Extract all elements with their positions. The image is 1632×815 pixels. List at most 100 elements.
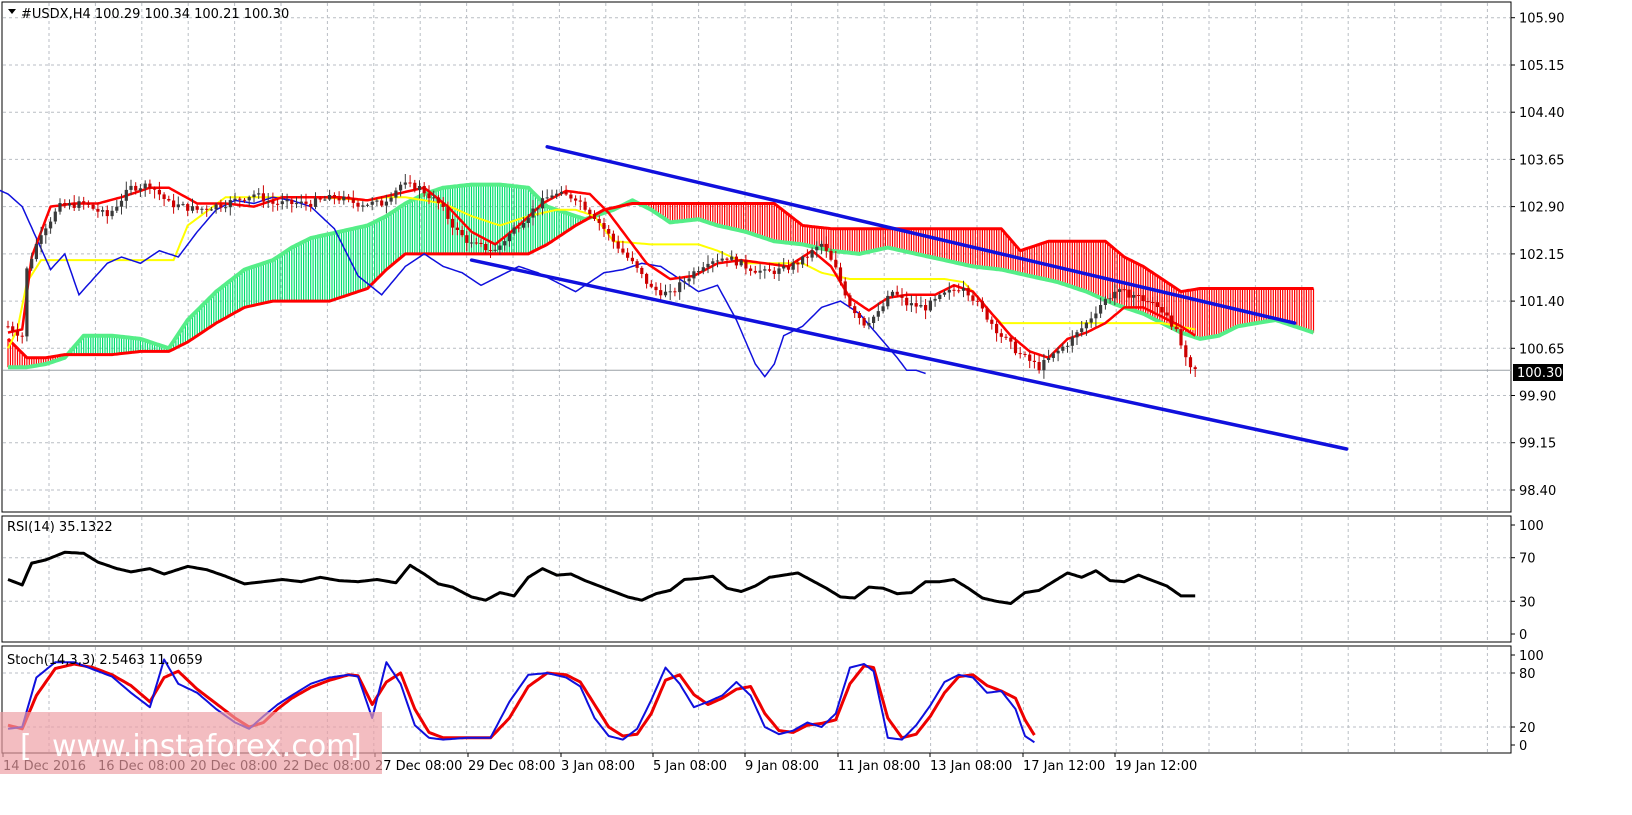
candle-body [465, 235, 469, 243]
rsi-line [7, 550, 1196, 605]
candle-body [1155, 302, 1159, 307]
candle-body [1179, 329, 1183, 346]
collapse-triangle-icon[interactable] [8, 9, 16, 14]
candle-body [919, 305, 923, 307]
candle-body [526, 217, 530, 223]
candle-body [574, 198, 578, 201]
price-axes: 105.90 105.15 104.40 103.65 102.90 102.15 101.… [1511, 12, 1565, 754]
candle-body [777, 268, 781, 274]
candle-body [82, 201, 86, 203]
candle-body [607, 229, 611, 234]
candle-body [1108, 298, 1112, 300]
price-tick-label: 105.15 [1519, 59, 1565, 74]
candle-body [153, 188, 157, 190]
candle-body [1136, 295, 1141, 296]
candle-body [853, 306, 857, 314]
candle-body [337, 198, 341, 201]
candle-body [58, 203, 62, 212]
candle-body [1009, 337, 1013, 342]
pane-frame-1 [1, 1, 1512, 513]
candle-body [143, 183, 147, 189]
price-tick-label: 105.90 [1519, 12, 1565, 27]
candle-body [30, 259, 34, 269]
candle-body [654, 286, 658, 291]
candle-body [668, 291, 672, 293]
candle-body [730, 256, 734, 260]
candle-body [758, 270, 762, 273]
stoch-tick-label: 0 [1519, 739, 1527, 754]
candle-body [313, 198, 318, 207]
candle-body [299, 201, 303, 204]
candle-body [1113, 291, 1117, 299]
candle-body [261, 193, 265, 202]
candle-body [1141, 295, 1145, 302]
candle-body [399, 184, 403, 191]
candle-body [744, 260, 748, 269]
watermark-bracket-left: [ [20, 729, 32, 764]
candle-body [503, 241, 507, 246]
candle-body [692, 271, 696, 279]
watermark-bracket-right: ] [350, 729, 362, 764]
candlesticks [6, 174, 1197, 379]
time-tick-label: 5 Jan 08:00 [653, 759, 727, 774]
candle-body [474, 242, 478, 244]
candle-body [1103, 299, 1107, 305]
candle-body [682, 281, 686, 283]
watermark-text: www.instaforex.com [52, 729, 355, 764]
price-tick-label: 101.40 [1519, 295, 1565, 310]
candle-body [924, 305, 928, 311]
candle-body [597, 219, 601, 223]
candle-body [200, 208, 204, 210]
candle-body [389, 197, 393, 202]
time-tick-label: 29 Dec 08:00 [468, 759, 555, 774]
candle-body [952, 289, 956, 291]
rsi-tick-label: 70 [1519, 552, 1536, 567]
trend-channel-line-2 [469, 258, 1349, 451]
candle-body [422, 186, 426, 194]
candle-body [172, 200, 176, 208]
time-tick-label: 13 Jan 08:00 [930, 759, 1012, 774]
candle-body [640, 267, 644, 274]
candle-body [394, 190, 398, 198]
candle-body [1160, 307, 1164, 313]
candle-body [569, 194, 573, 199]
candle-body [834, 259, 838, 268]
candle-body [53, 211, 57, 222]
candle-body [479, 242, 483, 244]
candle-body [1146, 301, 1150, 303]
stoch-tick-label: 20 [1519, 721, 1536, 736]
stoch-tick-label: 100 [1519, 649, 1544, 664]
candle-body [309, 203, 313, 207]
candle-body [195, 206, 199, 210]
candle-body [96, 208, 100, 212]
candle-body [370, 201, 374, 205]
trend-channel-line-1 [545, 145, 1297, 325]
candle-body [649, 283, 653, 287]
candle-body [441, 202, 445, 207]
candle-body [484, 244, 488, 251]
candle-body [129, 185, 133, 190]
candle-body [105, 210, 109, 217]
candle-body [687, 278, 691, 282]
candle-body [507, 233, 511, 242]
candle-body [999, 333, 1003, 337]
candle-body [162, 194, 166, 199]
candle-body [34, 244, 38, 260]
candle-body [1018, 353, 1022, 355]
candle-body [276, 203, 280, 205]
candle-body [715, 260, 720, 262]
candle-body [697, 271, 701, 273]
candle-body [1174, 326, 1178, 330]
candle-body [1151, 302, 1155, 303]
candle-body [408, 182, 412, 184]
rsi-title: RSI(14) 35.1322 [7, 520, 113, 535]
candle-body [417, 186, 422, 190]
candle-body [630, 257, 634, 262]
candle-body [645, 273, 649, 284]
indicator-lines [0, 186, 1196, 378]
candle-body [1047, 358, 1051, 360]
time-tick-label: 19 Jan 12:00 [1115, 759, 1197, 774]
candle-body [786, 266, 791, 270]
candle-body [947, 289, 951, 293]
